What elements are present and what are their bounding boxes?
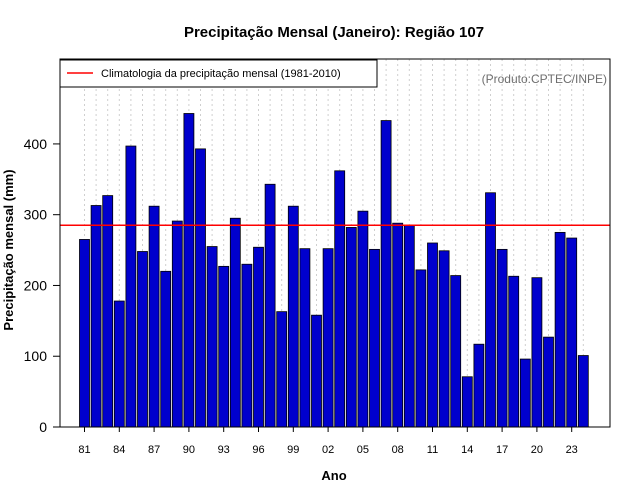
bar-1996 bbox=[253, 246, 264, 428]
bar-1990 bbox=[183, 113, 195, 428]
bar-1994 bbox=[229, 217, 241, 428]
x-tick-label: 17 bbox=[496, 444, 508, 456]
bar-2017 bbox=[496, 248, 508, 428]
bar-1987 bbox=[148, 205, 160, 428]
bar-2015 bbox=[473, 343, 485, 428]
x-tick-label: 93 bbox=[218, 444, 230, 456]
bar-2002 bbox=[322, 248, 334, 428]
bar-2008 bbox=[392, 222, 404, 428]
bar-2023 bbox=[566, 237, 578, 428]
bar-1984 bbox=[113, 300, 125, 428]
x-tick-label: 05 bbox=[357, 444, 369, 456]
x-tick-label: 11 bbox=[427, 444, 438, 456]
bar-2010 bbox=[415, 269, 427, 428]
bars bbox=[79, 113, 589, 428]
legend-label: Climatologia da precipitação mensal (198… bbox=[101, 68, 341, 80]
bar-2012 bbox=[438, 250, 450, 428]
bar-1988 bbox=[160, 270, 172, 428]
bar-1999 bbox=[287, 205, 299, 428]
x-tick-label: 99 bbox=[287, 444, 299, 456]
bar-1995 bbox=[241, 263, 253, 428]
x-tick-label: 02 bbox=[322, 444, 334, 456]
bar-2000 bbox=[299, 248, 311, 428]
bar-1991 bbox=[195, 148, 206, 428]
x-axis: 81 84 87 90 93 96 99 02 05 08 11 14 17 20 23 bbox=[78, 427, 578, 456]
x-tick-label: 14 bbox=[461, 444, 473, 456]
x-tick-label: 84 bbox=[113, 444, 125, 456]
bar-2005 bbox=[357, 210, 369, 428]
bar-1982 bbox=[90, 205, 102, 428]
y-tick-label: 100 bbox=[24, 348, 48, 364]
bar-2021 bbox=[543, 336, 554, 428]
bar-2001 bbox=[311, 314, 322, 428]
bar-2003 bbox=[334, 170, 346, 428]
y-tick-label: 300 bbox=[24, 207, 48, 223]
y-tick-label: 0 bbox=[39, 419, 47, 435]
bar-1997 bbox=[264, 183, 276, 428]
bar-2006 bbox=[369, 248, 380, 428]
bar-1989 bbox=[171, 220, 183, 428]
bar-1981 bbox=[79, 239, 90, 428]
bar-1986 bbox=[137, 251, 148, 428]
bar-2013 bbox=[450, 275, 462, 428]
y-tick-label: 200 bbox=[24, 277, 48, 293]
x-tick-label: 81 bbox=[78, 444, 90, 456]
y-axis-label: Precipitação mensal (mm) bbox=[1, 169, 16, 330]
bar-1983 bbox=[102, 195, 114, 428]
bar-2024 bbox=[577, 355, 589, 428]
x-tick-label: 90 bbox=[183, 444, 195, 456]
legend-box bbox=[59, 59, 378, 88]
x-tick-label: 96 bbox=[252, 444, 264, 456]
legend: Climatologia da precipitação mensal (198… bbox=[59, 59, 378, 88]
x-tick-label: 87 bbox=[148, 444, 160, 456]
source-note: (Produto:CPTEC/INPE) bbox=[482, 72, 607, 86]
bar-2018 bbox=[508, 275, 520, 428]
bar-2020 bbox=[531, 277, 543, 428]
bar-2011 bbox=[427, 242, 438, 428]
x-tick-label: 20 bbox=[531, 444, 543, 456]
bar-1998 bbox=[276, 311, 288, 428]
x-axis-label: Ano bbox=[321, 468, 346, 483]
chart-title: Precipitação Mensal (Janeiro): Região 10… bbox=[184, 24, 484, 41]
bar-2007 bbox=[380, 120, 392, 428]
bar-1985 bbox=[125, 145, 137, 428]
bar-2022 bbox=[554, 231, 566, 428]
x-tick-label: 08 bbox=[392, 444, 404, 456]
bar-1993 bbox=[218, 265, 230, 428]
bar-2019 bbox=[519, 358, 531, 428]
bar-2004 bbox=[345, 227, 357, 428]
bar-1992 bbox=[206, 246, 218, 428]
y-tick-label: 400 bbox=[24, 136, 48, 152]
plot-frame bbox=[59, 58, 611, 428]
bar-2016 bbox=[485, 192, 496, 428]
x-tick-label: 23 bbox=[566, 444, 578, 456]
bar-2009 bbox=[403, 224, 415, 428]
bar-2014 bbox=[461, 376, 473, 428]
y-axis: 0 100 200 300 400 bbox=[24, 136, 60, 435]
